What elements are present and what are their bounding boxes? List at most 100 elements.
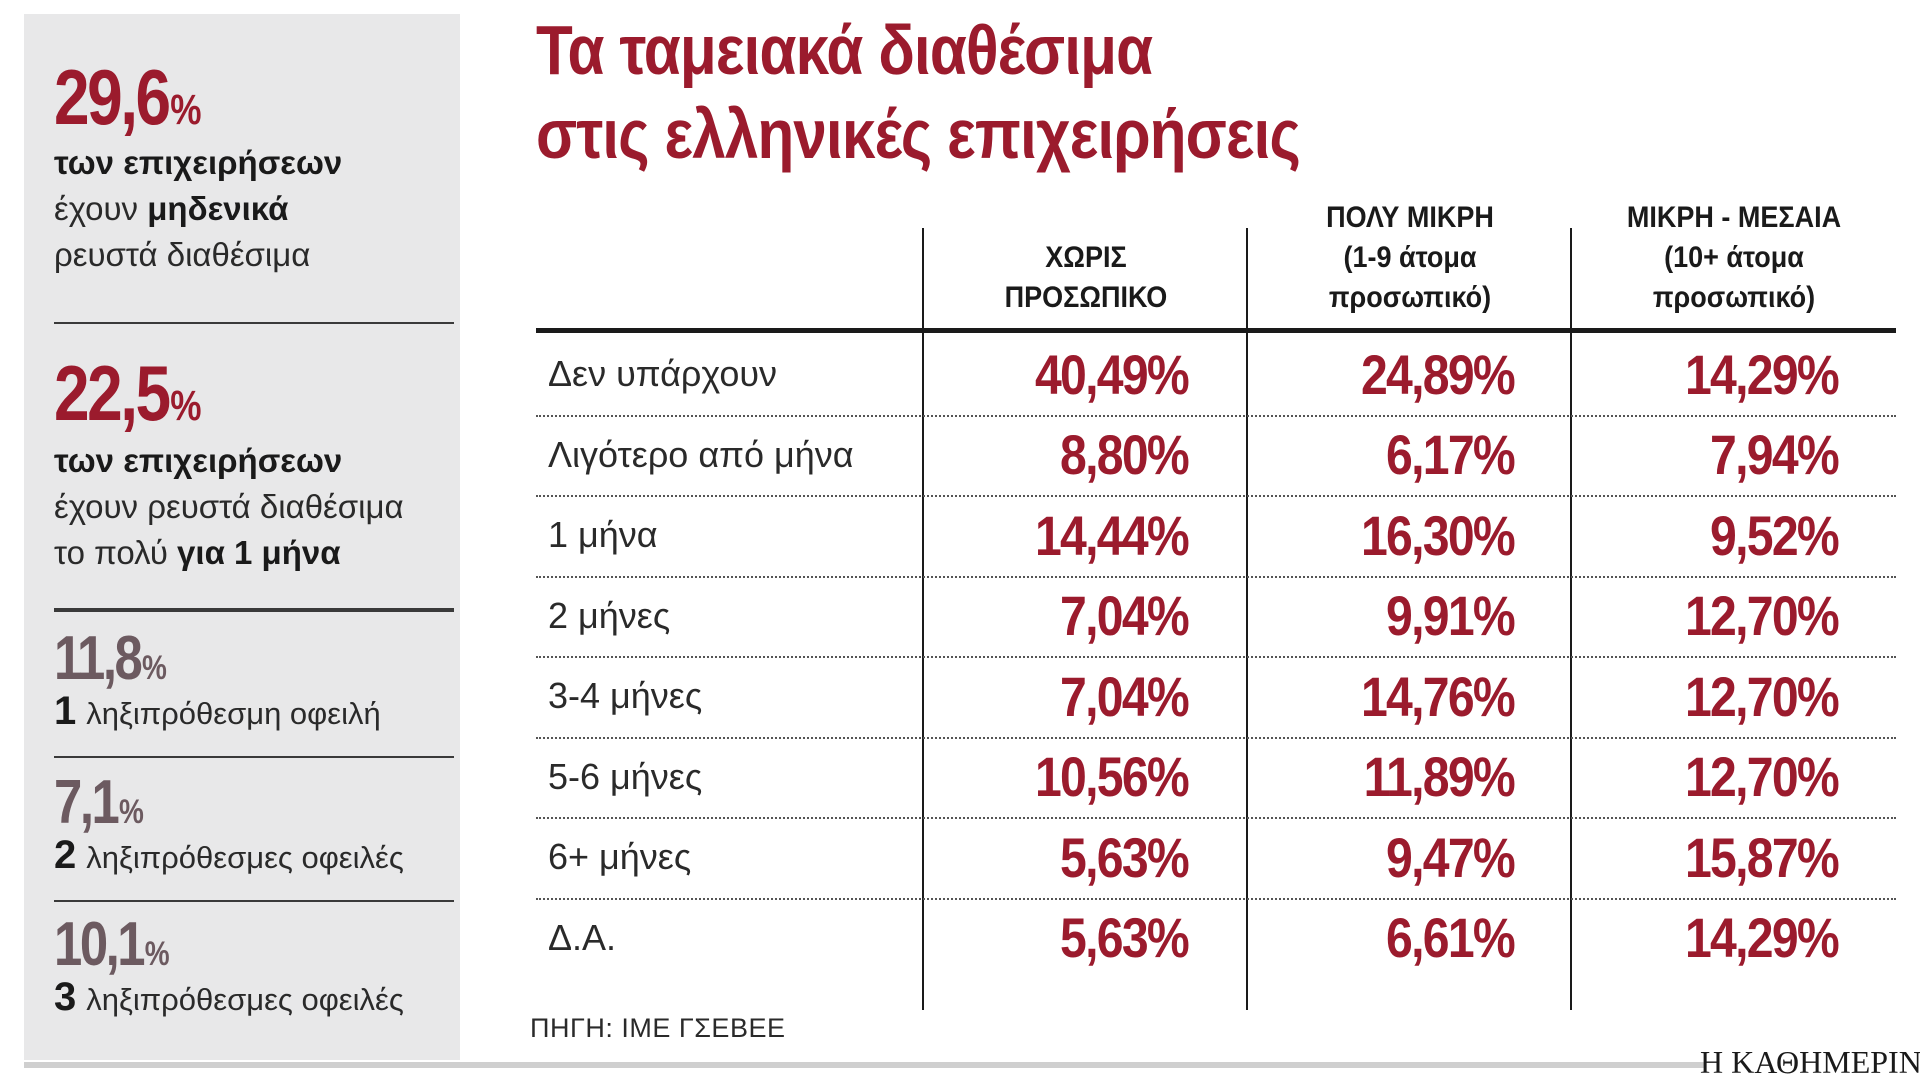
stat-value: 7,1 [54,768,120,837]
stat-value: 29,6 [54,53,171,141]
publisher-logo: Η ΚΑΘΗΜΕΡΙΝΗ [1700,1044,1920,1080]
row-label: Λιγότερο από μήνα [548,433,854,475]
table-cell-value: 6,17% [1386,423,1516,486]
stat-value: 11,8 [54,624,143,693]
row-divider [536,656,1896,658]
stat-desc-text: ληξιπρόθεσμες οφειλές [86,982,404,1017]
row-divider [536,495,1896,497]
divider [54,608,454,612]
stat-number: 29,6% [54,58,382,136]
stat-two-overdue: 7,1% 2 ληξιπρόθεσμες οφειλές [54,772,454,879]
divider [54,756,454,758]
row-label: 5-6 μήνες [548,755,703,797]
percent-sign: % [170,382,202,430]
column-header-small-medium: ΜΙΚΡΗ - ΜΕΣΑΙΑ (10+ άτομα προσωπικό) [1588,200,1880,328]
divider [54,322,454,324]
stat-one-overdue: 11,8% 1 ληξιπρόθεσμη οφειλή [54,628,454,735]
stat-desc-line: ρευστά διαθέσιμα [54,236,311,273]
stat-desc-line: το πολύ για 1 μήνα [54,530,454,576]
stat-desc-text: ληξιπρόθεσμες οφειλές [86,840,404,875]
row-divider [536,575,1896,578]
stat-number: 22,5% [54,354,382,432]
percent-sign: % [144,935,170,973]
stat-one-month-liquidity: 22,5% των επιχειρήσεων έχουν ρευστά διαθ… [54,354,454,576]
row-divider [536,897,1896,900]
stat-desc-line: έχουν ρευστά διαθέσιμα [54,488,404,525]
table-row: Δεν υπάρχουν 40,49% 24,89% 14,29% [536,334,1896,414]
row-label: Δ.Α. [548,916,617,958]
table-cell-value: 14,29% [1684,342,1840,406]
column-header-line: προσωπικό) [1652,281,1816,314]
table-cell-value: 15,87% [1684,825,1840,889]
stat-description: των επιχειρήσεων έχουν μηδενικά ρευστά δ… [54,140,454,278]
column-header-line: (10+ άτομα [1664,241,1804,274]
table-cell-value: 9,91% [1386,584,1516,647]
chart-title: Τα ταμειακά διαθέσιμα στις ελληνικές επι… [536,8,1688,176]
percent-sign: % [170,86,202,134]
table-cell-value: 40,49% [1034,342,1190,406]
column-divider [922,228,924,1010]
stat-desc-emphasis: μηδενικά [147,190,289,227]
table-cell-value: 9,52% [1710,503,1840,567]
stat-description: 1 ληξιπρόθεσμη οφειλή [54,690,454,735]
table-row: 5-6 μήνες 10,56% 11,89% 12,70% [536,737,1896,817]
table-row: 2 μήνες 7,04% 9,91% 12,70% [536,576,1896,656]
stat-desc-line: των επιχειρήσεων [54,144,343,181]
stat-zero-liquidity: 29,6% των επιχειρήσεων έχουν μηδενικά ρε… [54,58,454,278]
table-cell-value: 14,76% [1360,664,1516,728]
stat-desc-emphasis: για 1 μήνα [177,534,341,571]
table-cell-value: 14,29% [1684,906,1840,969]
divider [54,900,454,902]
table-row: Λιγότερο από μήνα 8,80% 6,17% 7,94% [536,415,1896,495]
row-label: 6+ μήνες [548,836,692,877]
table-cell-value: 12,70% [1684,664,1840,728]
title-line: στις ελληνικές επιχειρήσεις [536,95,1301,173]
table-cell-value: 14,44% [1034,503,1190,567]
row-label: 1 μήνα [548,514,658,555]
row-label: 3-4 μήνες [548,675,703,716]
row-label: 2 μήνες [548,594,671,636]
column-header-line: (1-9 άτομα [1343,241,1477,274]
stat-description: των επιχειρήσεων έχουν ρευστά διαθέσιμα … [54,438,454,576]
table-cell-value: 16,30% [1360,503,1516,567]
stat-description: 2 ληξιπρόθεσμες οφειλές [54,834,454,879]
column-header-line: ΧΩΡΙΣ [1045,241,1127,274]
column-header-line: ΠΟΛΥ ΜΙΚΡΗ [1326,201,1494,234]
table-cell-value: 12,70% [1684,745,1840,808]
stat-number: 10,1% [54,914,382,976]
stat-desc-text: το πολύ [54,534,178,571]
stat-desc-text: έχουν [54,190,148,227]
table-cell-value: 6,61% [1386,906,1516,969]
header-rule [536,328,1896,333]
source-note: ΠΗΓΗ: ΙΜΕ ΓΣΕΒΕΕ [530,1013,786,1043]
row-divider [536,736,1896,739]
table-cell-value: 8,80% [1060,423,1190,486]
table-cell-value: 10,56% [1034,745,1190,808]
table-row: Δ.Α. 5,63% 6,61% 14,29% [536,898,1896,978]
overdue-count: 2 [54,833,77,877]
column-divider [1570,228,1572,1010]
table-cell-value: 9,47% [1386,825,1516,889]
row-label: Δεν υπάρχουν [548,353,778,394]
table-cell-value: 12,70% [1684,584,1840,647]
table-cell-value: 5,63% [1060,825,1190,889]
table-cell-value: 5,63% [1060,906,1190,969]
percent-sign: % [118,793,144,831]
stat-value: 10,1 [54,910,146,979]
table-row: 6+ μήνες 5,63% 9,47% 15,87% [536,817,1896,897]
stat-value: 22,5 [54,349,171,437]
overdue-count: 1 [54,689,77,733]
column-divider [1246,228,1248,1010]
table-cell-value: 7,94% [1710,423,1840,486]
table-row: 1 μήνα 14,44% 16,30% 9,52% [536,495,1896,575]
stat-desc-line: των επιχειρήσεων [54,442,343,479]
stat-number: 11,8% [54,628,382,690]
table-cell-value: 11,89% [1363,745,1516,808]
table-row: 3-4 μήνες 7,04% 14,76% 12,70% [536,656,1896,736]
percent-sign: % [141,649,167,687]
table-cell-value: 24,89% [1360,342,1516,406]
stat-desc-line: έχουν μηδενικά [54,186,454,232]
row-divider [536,817,1896,819]
title-line: Τα ταμειακά διαθέσιμα [536,11,1153,89]
column-header-very-small: ΠΟΛΥ ΜΙΚΡΗ (1-9 άτομα προσωπικό) [1264,200,1556,328]
